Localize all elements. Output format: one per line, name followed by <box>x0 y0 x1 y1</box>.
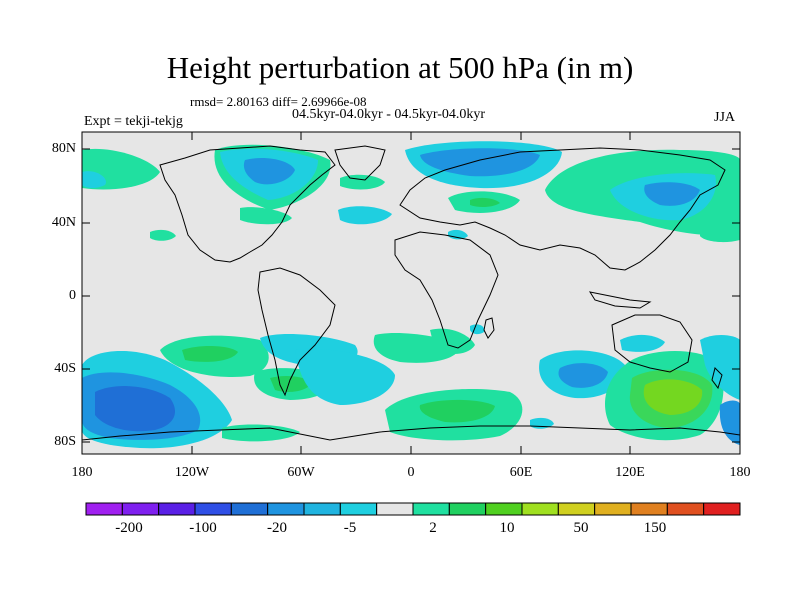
colorbar-box <box>85 502 123 516</box>
coastline-south-america <box>257 267 336 397</box>
colorbar-box <box>666 502 705 516</box>
colorbar-label-2: 2 <box>429 520 437 536</box>
contour-green-alaska <box>700 224 740 243</box>
coastline-indonesia <box>588 291 652 309</box>
colorbar-box <box>376 502 414 516</box>
colorbar-label-50: 50 <box>573 520 589 536</box>
colorbar-box <box>194 502 232 516</box>
coastline-eurasia <box>399 147 726 271</box>
lon-label-120w: 120W <box>174 465 210 480</box>
coastlines <box>82 145 740 441</box>
contour-darkgreen-argentina <box>270 375 312 392</box>
contour-blue-atlantic <box>338 206 392 225</box>
lon-label-180w: 180 <box>71 465 93 480</box>
contour-blue-south-atlantic <box>295 348 395 405</box>
coastline-africa <box>394 231 499 349</box>
colorbar-box <box>485 502 523 516</box>
colorbar-box <box>303 502 341 516</box>
coastline-north-america <box>159 145 336 263</box>
lon-label-0: 0 <box>407 465 415 480</box>
contour-blue-south-indian-core <box>558 363 608 388</box>
colorbar-box <box>703 502 741 516</box>
contour-green-southern-africa <box>430 328 475 355</box>
contour-blue-sw-pacific-core <box>95 386 175 432</box>
lon-label-60e: 60E <box>509 465 533 480</box>
axis-ticks <box>81 132 741 454</box>
contour-blue-eurasia-core <box>420 148 540 177</box>
colorbar-box <box>630 502 668 516</box>
lon-label-120e: 120E <box>615 465 645 480</box>
lat-label-40n: 40N <box>51 215 76 230</box>
contour-darkgreen-middle-east <box>470 197 500 208</box>
contour-green-central-pacific <box>150 229 176 241</box>
coastline-greenland <box>334 145 386 181</box>
contour-green-hudson <box>240 207 292 225</box>
season-label: JJA <box>714 110 736 125</box>
lat-label-80s: 80S <box>54 434 76 449</box>
experiment-label: Expt = tekji-tekjg <box>84 114 183 129</box>
colorbar-label-neg20: -20 <box>267 520 287 536</box>
colorbar-box <box>594 502 632 516</box>
colorbar-box <box>121 502 160 516</box>
colorbar-label-neg100: -100 <box>189 520 217 536</box>
coastline-new-zealand <box>711 367 723 390</box>
coastline-antarctica <box>82 425 740 441</box>
colorbar-box <box>158 502 196 516</box>
contour-darkgreen-antarctic-atlantic <box>419 399 495 423</box>
colorbar-box <box>521 502 559 516</box>
lat-label-0: 0 <box>69 288 76 303</box>
contour-blue-north-pacific <box>82 171 106 189</box>
colorbar <box>85 502 741 516</box>
periods-subtitle: 04.5kyr-04.0kyr - 04.5kyr-04.0kyr <box>292 107 486 122</box>
contour-blue-coral <box>620 334 665 352</box>
contour-blue-canada-core <box>243 158 295 185</box>
coastline-australia <box>611 314 693 373</box>
colorbar-box <box>448 502 487 516</box>
colorbar-label-150: 150 <box>643 520 667 536</box>
colorbar-label-10: 10 <box>499 520 515 536</box>
contour-blue-nw-pacific-core <box>644 182 700 206</box>
contour-blue-tasman <box>700 335 740 400</box>
contour-darkgreen-australia-south <box>629 369 713 428</box>
lon-label-180e: 180 <box>729 465 751 480</box>
stats-subtitle: rmsd= 2.80163 diff= 2.69966e-08 <box>190 94 367 109</box>
colorbar-label-neg200: -200 <box>115 520 143 536</box>
colorbar-box <box>412 502 450 516</box>
coastline-madagascar <box>483 317 495 339</box>
lat-label-80n: 80N <box>51 141 76 156</box>
lon-label-60w: 60W <box>287 465 315 480</box>
colorbar-box <box>339 502 378 516</box>
colorbar-box <box>230 502 269 516</box>
colorbar-box <box>267 502 305 516</box>
plot-title: Height perturbation at 500 hPa (in m) <box>166 50 634 85</box>
contour-darkgreen-south-pacific <box>182 346 238 362</box>
colorbar-label-neg5: -5 <box>343 520 357 536</box>
colorbar-box <box>557 502 596 516</box>
lat-label-40s: 40S <box>54 361 76 376</box>
